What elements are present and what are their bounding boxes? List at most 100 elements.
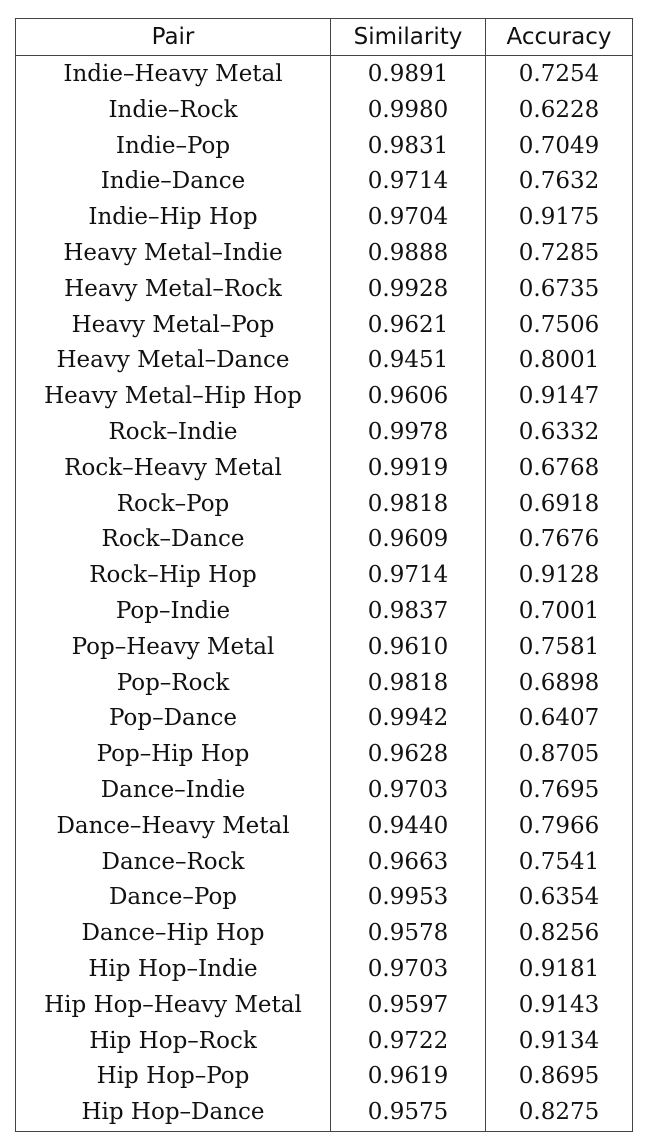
cell-accuracy: 0.6768 — [485, 450, 633, 487]
table-row: Pop–Rock 0.9818 0.6898 — [15, 665, 633, 702]
table-row: Heavy Metal–Dance 0.9451 0.8001 — [15, 343, 633, 380]
cell-similarity: 0.9978 — [330, 414, 486, 451]
genre-pair-table: Pair Similarity Accuracy Indie–Heavy Met… — [15, 18, 633, 1132]
cell-accuracy: 0.6228 — [485, 92, 633, 129]
table-row: Rock–Dance 0.9609 0.7676 — [15, 522, 633, 559]
cell-similarity: 0.9722 — [330, 1023, 486, 1060]
table-row: Hip Hop–Rock 0.9722 0.9134 — [15, 1023, 633, 1060]
cell-similarity: 0.9942 — [330, 701, 486, 738]
cell-similarity: 0.9597 — [330, 987, 486, 1024]
table-row: Dance–Indie 0.9703 0.7695 — [15, 772, 633, 809]
cell-accuracy: 0.9143 — [485, 987, 633, 1024]
cell-similarity: 0.9619 — [330, 1059, 486, 1096]
table-row: Rock–Indie 0.9978 0.6332 — [15, 414, 633, 451]
cell-accuracy: 0.7541 — [485, 844, 633, 881]
table-row: Rock–Hip Hop 0.9714 0.9128 — [15, 558, 633, 594]
cell-accuracy: 0.7966 — [485, 808, 633, 845]
cell-similarity: 0.9621 — [330, 307, 486, 344]
cell-accuracy: 0.8705 — [485, 737, 633, 773]
cell-accuracy: 0.6332 — [485, 414, 633, 451]
header-accuracy: Accuracy — [485, 18, 633, 56]
table-row: Heavy Metal–Hip Hop 0.9606 0.9147 — [15, 379, 633, 415]
cell-similarity: 0.9703 — [330, 772, 486, 809]
cell-similarity: 0.9440 — [330, 808, 486, 845]
cell-pair: Pop–Hip Hop — [15, 737, 331, 773]
cell-pair: Heavy Metal–Rock — [15, 271, 331, 308]
header-similarity: Similarity — [330, 18, 486, 56]
cell-pair: Indie–Heavy Metal — [15, 55, 331, 93]
cell-accuracy: 0.6407 — [485, 701, 633, 738]
cell-accuracy: 0.9128 — [485, 558, 633, 594]
cell-accuracy: 0.8001 — [485, 343, 633, 380]
table-body: Indie–Heavy Metal 0.9891 0.7254 Indie–Rock 0… — [15, 55, 633, 1132]
cell-pair: Dance–Indie — [15, 772, 331, 809]
header-row: Pair Similarity Accuracy — [15, 18, 633, 56]
cell-accuracy: 0.8256 — [485, 916, 633, 952]
cell-pair: Indie–Hip Hop — [15, 200, 331, 236]
cell-pair: Hip Hop–Heavy Metal — [15, 987, 331, 1024]
cell-pair: Rock–Pop — [15, 486, 331, 523]
header-pair: Pair — [15, 18, 331, 56]
cell-similarity: 0.9928 — [330, 271, 486, 308]
cell-accuracy: 0.7632 — [485, 164, 633, 201]
cell-pair: Indie–Pop — [15, 128, 331, 165]
cell-accuracy: 0.9181 — [485, 951, 633, 988]
table-row: Pop–Indie 0.9837 0.7001 — [15, 593, 633, 630]
cell-accuracy: 0.8695 — [485, 1059, 633, 1096]
table-row: Dance–Heavy Metal 0.9440 0.7966 — [15, 808, 633, 845]
table-row: Pop–Hip Hop 0.9628 0.8705 — [15, 737, 633, 773]
cell-pair: Heavy Metal–Hip Hop — [15, 379, 331, 415]
cell-accuracy: 0.6354 — [485, 880, 633, 917]
table-row: Indie–Hip Hop 0.9704 0.9175 — [15, 200, 633, 236]
table-row: Indie–Heavy Metal 0.9891 0.7254 — [15, 55, 633, 93]
cell-similarity: 0.9980 — [330, 92, 486, 129]
cell-similarity: 0.9818 — [330, 486, 486, 523]
table-header: Pair Similarity Accuracy — [15, 18, 633, 56]
cell-similarity: 0.9891 — [330, 55, 486, 93]
cell-pair: Dance–Hip Hop — [15, 916, 331, 952]
table-row: Pop–Dance 0.9942 0.6407 — [15, 701, 633, 738]
cell-pair: Rock–Dance — [15, 522, 331, 559]
cell-accuracy: 0.6918 — [485, 486, 633, 523]
cell-pair: Hip Hop–Pop — [15, 1059, 331, 1096]
cell-pair: Indie–Dance — [15, 164, 331, 201]
cell-pair: Indie–Rock — [15, 92, 331, 129]
table-row: Hip Hop–Heavy Metal 0.9597 0.9143 — [15, 987, 633, 1024]
table-row: Heavy Metal–Indie 0.9888 0.7285 — [15, 235, 633, 272]
cell-similarity: 0.9663 — [330, 844, 486, 881]
cell-accuracy: 0.6735 — [485, 271, 633, 308]
table-row: Indie–Rock 0.9980 0.6228 — [15, 92, 633, 129]
cell-accuracy: 0.9175 — [485, 200, 633, 236]
cell-pair: Rock–Indie — [15, 414, 331, 451]
cell-similarity: 0.9888 — [330, 235, 486, 272]
cell-similarity: 0.9628 — [330, 737, 486, 773]
cell-pair: Pop–Indie — [15, 593, 331, 630]
cell-similarity: 0.9837 — [330, 593, 486, 630]
cell-similarity: 0.9714 — [330, 558, 486, 594]
table-row: Indie–Dance 0.9714 0.7632 — [15, 164, 633, 201]
cell-accuracy: 0.7581 — [485, 629, 633, 666]
cell-accuracy: 0.8275 — [485, 1095, 633, 1132]
cell-accuracy: 0.7001 — [485, 593, 633, 630]
cell-similarity: 0.9606 — [330, 379, 486, 415]
cell-similarity: 0.9704 — [330, 200, 486, 236]
cell-accuracy: 0.7254 — [485, 55, 633, 93]
cell-similarity: 0.9831 — [330, 128, 486, 165]
cell-pair: Pop–Dance — [15, 701, 331, 738]
cell-accuracy: 0.9147 — [485, 379, 633, 415]
cell-similarity: 0.9578 — [330, 916, 486, 952]
cell-similarity: 0.9610 — [330, 629, 486, 666]
cell-pair: Dance–Heavy Metal — [15, 808, 331, 845]
cell-similarity: 0.9451 — [330, 343, 486, 380]
cell-pair: Heavy Metal–Pop — [15, 307, 331, 344]
cell-pair: Heavy Metal–Dance — [15, 343, 331, 380]
table-row: Heavy Metal–Pop 0.9621 0.7506 — [15, 307, 633, 344]
table-row: Heavy Metal–Rock 0.9928 0.6735 — [15, 271, 633, 308]
cell-accuracy: 0.7049 — [485, 128, 633, 165]
cell-accuracy: 0.7695 — [485, 772, 633, 809]
cell-accuracy: 0.7676 — [485, 522, 633, 559]
table-row: Hip Hop–Pop 0.9619 0.8695 — [15, 1059, 633, 1096]
table-row: Dance–Pop 0.9953 0.6354 — [15, 880, 633, 917]
table-row: Dance–Rock 0.9663 0.7541 — [15, 844, 633, 881]
cell-pair: Rock–Hip Hop — [15, 558, 331, 594]
